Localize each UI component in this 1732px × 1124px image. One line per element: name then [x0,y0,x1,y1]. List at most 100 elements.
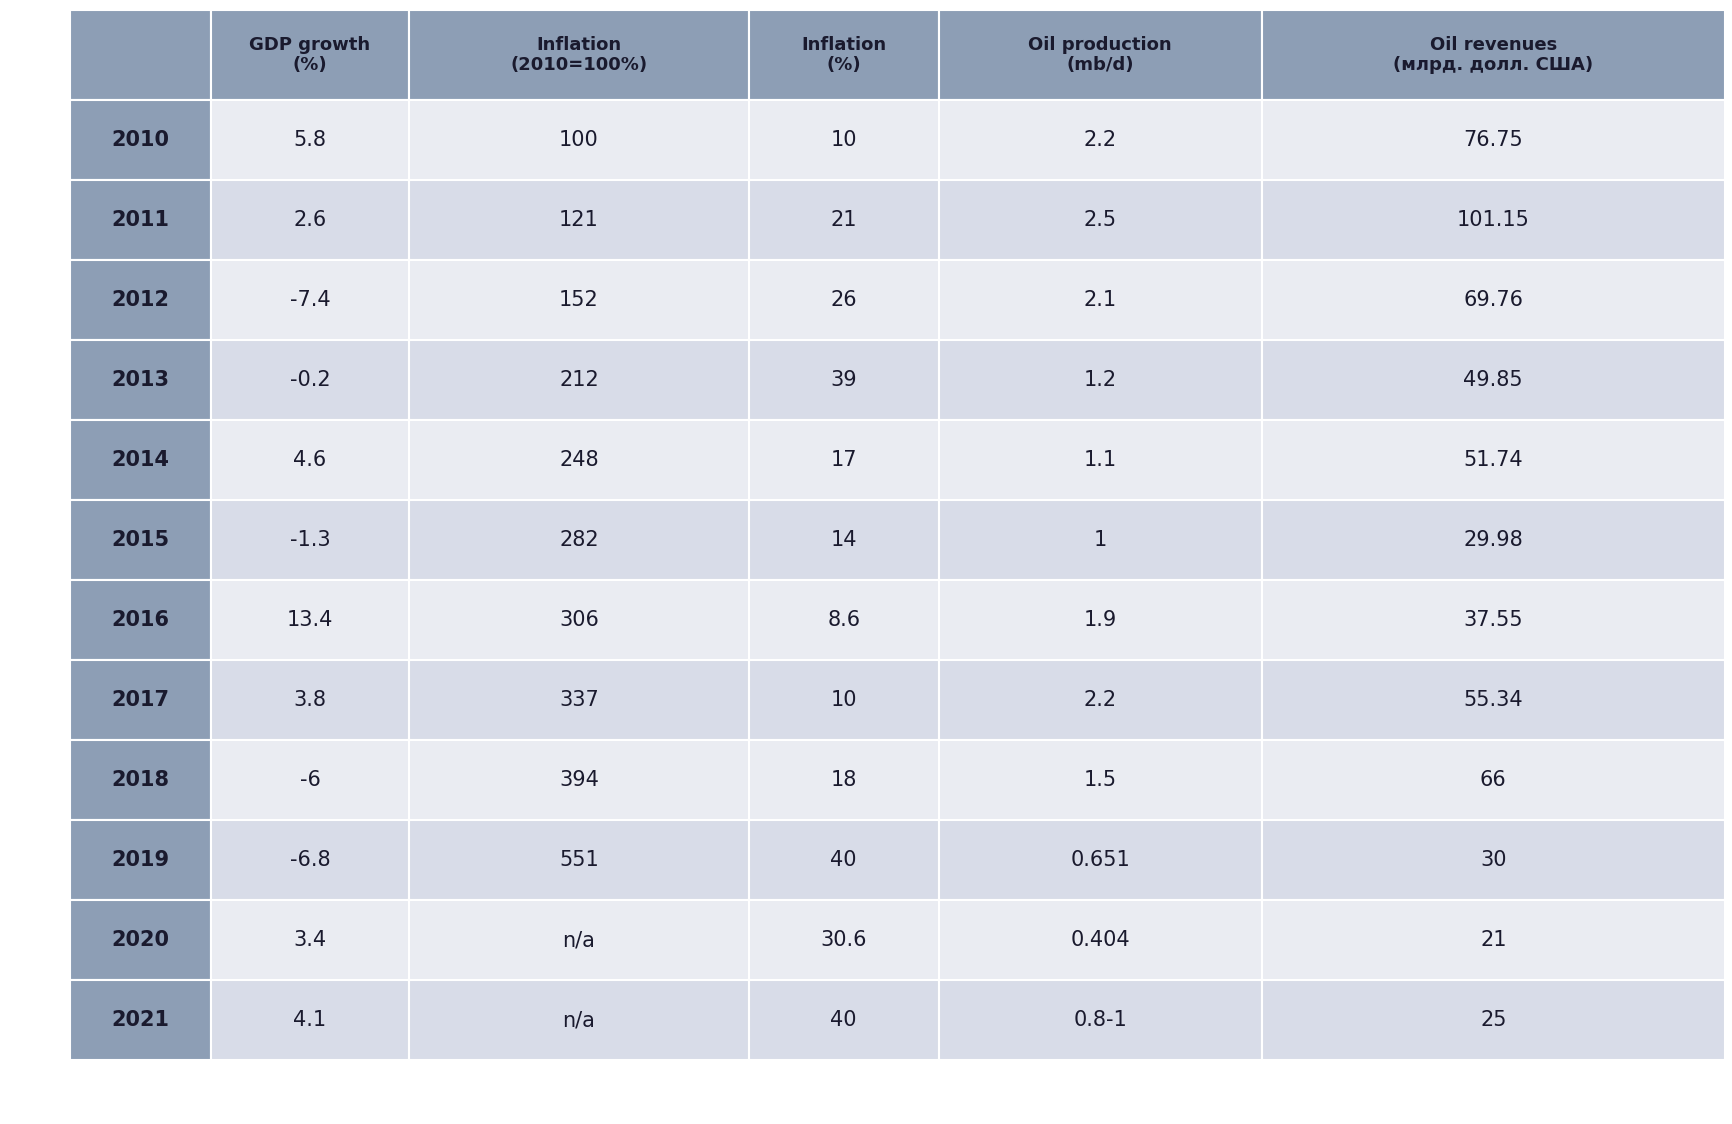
Bar [409,180,748,260]
Text: 101.15: 101.15 [1457,210,1529,230]
Text: 37.55: 37.55 [1464,610,1522,629]
Text: 306: 306 [559,610,599,629]
Text: 0.8-1: 0.8-1 [1074,1010,1128,1030]
Text: 40: 40 [830,850,857,870]
Text: 10: 10 [830,690,857,710]
Text: 2019: 2019 [111,850,170,870]
Bar [211,180,409,260]
Bar [939,900,1261,980]
Bar [939,260,1261,339]
Text: 3.4: 3.4 [293,930,327,950]
Bar [409,900,748,980]
Bar [211,980,409,1060]
Bar [211,900,409,980]
Bar [939,180,1261,260]
Text: 2.5: 2.5 [1084,210,1117,230]
Text: Oil production
(mb/d): Oil production (mb/d) [1029,36,1173,74]
Text: 248: 248 [559,450,599,470]
Text: -0.2: -0.2 [289,370,331,390]
Text: 0.404: 0.404 [1070,930,1129,950]
Bar [69,339,211,420]
Bar [748,821,939,900]
Text: GDP growth
(%): GDP growth (%) [249,36,371,74]
Text: 2021: 2021 [111,1010,170,1030]
Text: 2017: 2017 [111,690,170,710]
Bar [211,500,409,580]
Text: 3.8: 3.8 [293,690,326,710]
Text: 2.1: 2.1 [1084,290,1117,310]
Bar [211,339,409,420]
Text: 2011: 2011 [111,210,170,230]
Text: 100: 100 [559,130,599,149]
Bar [939,500,1261,580]
Text: 49.85: 49.85 [1464,370,1522,390]
Text: 4.6: 4.6 [293,450,327,470]
Bar [1261,580,1725,660]
Bar [409,420,748,500]
Bar [69,821,211,900]
Text: -6.8: -6.8 [289,850,331,870]
Bar [409,100,748,180]
Bar [748,260,939,339]
Bar [69,900,211,980]
Bar [1261,980,1725,1060]
Text: 394: 394 [559,770,599,790]
Bar [69,580,211,660]
Text: 2.2: 2.2 [1084,130,1117,149]
Text: 2.2: 2.2 [1084,690,1117,710]
Bar [211,420,409,500]
Bar [1261,260,1725,339]
Text: 8.6: 8.6 [828,610,861,629]
Bar [748,420,939,500]
Text: 30.6: 30.6 [821,930,868,950]
Text: 1.9: 1.9 [1084,610,1117,629]
Text: 1: 1 [1093,531,1107,550]
Text: 2018: 2018 [111,770,170,790]
Text: 69.76: 69.76 [1464,290,1524,310]
Bar [409,821,748,900]
Text: 212: 212 [559,370,599,390]
Bar [69,420,211,500]
Text: n/a: n/a [563,1010,596,1030]
Bar [939,980,1261,1060]
Bar [1261,660,1725,740]
Text: 55.34: 55.34 [1464,690,1522,710]
Bar [211,580,409,660]
Text: -6: -6 [300,770,320,790]
Text: 1.5: 1.5 [1084,770,1117,790]
Text: 1.2: 1.2 [1084,370,1117,390]
Text: 337: 337 [559,690,599,710]
Bar [409,10,748,100]
Bar [939,660,1261,740]
Bar [1261,821,1725,900]
Text: 13.4: 13.4 [288,610,333,629]
Bar [1261,740,1725,821]
Text: 51.74: 51.74 [1464,450,1522,470]
Text: 76.75: 76.75 [1464,130,1522,149]
Bar [409,740,748,821]
Bar [409,980,748,1060]
Bar [69,180,211,260]
Bar [69,660,211,740]
Text: 66: 66 [1479,770,1507,790]
Bar [748,339,939,420]
Text: 40: 40 [830,1010,857,1030]
Bar [748,980,939,1060]
Bar [69,100,211,180]
Text: Inflation
(%): Inflation (%) [802,36,887,74]
Bar [1261,180,1725,260]
Bar [1261,500,1725,580]
Bar [939,580,1261,660]
Text: 21: 21 [1481,930,1507,950]
Text: 5.8: 5.8 [293,130,326,149]
Text: 2016: 2016 [111,610,170,629]
Text: -7.4: -7.4 [289,290,331,310]
Bar [409,260,748,339]
Text: 25: 25 [1481,1010,1507,1030]
Bar [939,420,1261,500]
Text: 17: 17 [830,450,857,470]
Bar [211,260,409,339]
Text: 4.1: 4.1 [293,1010,327,1030]
Bar [409,339,748,420]
Bar [409,580,748,660]
